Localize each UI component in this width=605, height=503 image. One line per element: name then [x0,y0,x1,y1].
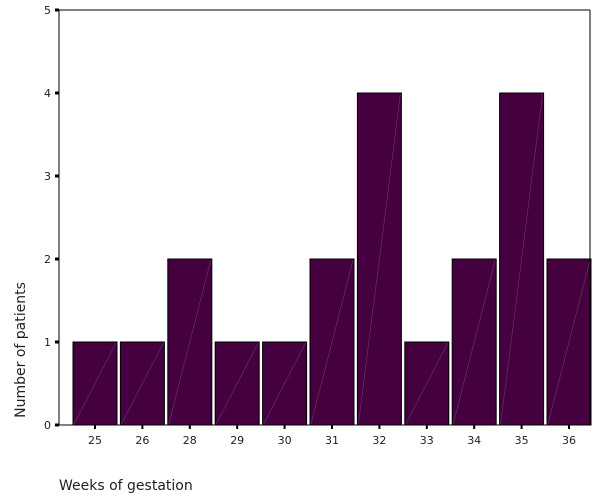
x-tick-label-32: 32 [372,434,386,447]
x-tick-label-29: 29 [230,434,244,447]
bar-sheen-26 [121,342,164,425]
x-tick-label-30: 30 [278,434,292,447]
y-tick-label-5: 5 [44,4,51,17]
axes-group [55,8,591,429]
y-tick-label-0: 0 [44,419,51,432]
x-tick-label-31: 31 [325,434,339,447]
y-tick-label-4: 4 [44,87,51,100]
bar-sheen-28 [168,259,212,425]
bar-sheen-30 [263,342,306,425]
x-tick-label-33: 33 [420,434,434,447]
x-tick-label-34: 34 [467,434,481,447]
x-tick-label-36: 36 [562,434,576,447]
y-tick-label-2: 2 [44,253,51,266]
bars-group [72,92,592,426]
bar-sheen-29 [215,342,259,425]
y-tick-label-1: 1 [44,336,51,349]
bar-sheen-32 [358,93,401,425]
bar-sheen-35 [500,93,543,425]
bar-sheen-33 [405,342,449,425]
bar-sheen-25 [73,342,117,425]
x-tick-label-35: 35 [515,434,529,447]
bar-sheen-31 [310,259,354,425]
x-axis-title: Weeks of gestation [59,478,193,494]
x-tick-label-28: 28 [183,434,197,447]
y-tick-label-3: 3 [44,170,51,183]
bar-sheen-36 [547,259,591,425]
x-tick-label-25: 25 [88,434,102,447]
bar-sheen-34 [452,259,496,425]
x-tick-label-26: 26 [135,434,149,447]
y-axis-title: Number of patients [13,282,29,418]
